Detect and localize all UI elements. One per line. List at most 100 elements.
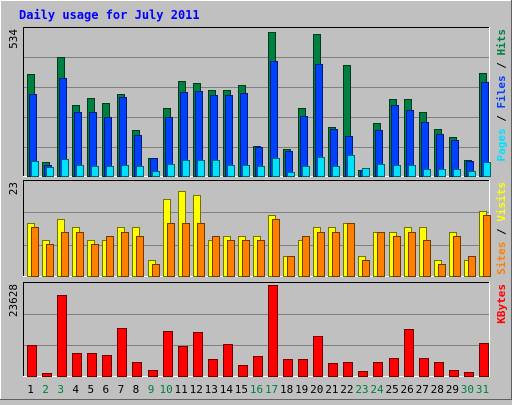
- sites-bar: [408, 232, 416, 277]
- sites-bar: [393, 236, 401, 277]
- sites-bar: [483, 215, 491, 277]
- sites-bar: [347, 223, 355, 277]
- day-label: 13: [205, 383, 218, 396]
- kbytes-bar: [208, 359, 218, 377]
- pages-bar: [46, 167, 54, 177]
- kbytes-bar: [373, 362, 383, 377]
- pages-bar: [272, 158, 280, 177]
- pages-bar: [317, 157, 325, 177]
- files-bar: [119, 97, 127, 177]
- sites-bar: [152, 264, 160, 277]
- files-bar: [240, 93, 248, 177]
- pages-bar: [468, 171, 476, 177]
- series-legend: Pages / Files / Hits: [495, 29, 508, 162]
- day-label: 16: [250, 383, 263, 396]
- pages-bar: [347, 155, 355, 177]
- sites-bar: [438, 264, 446, 277]
- day-label: 30: [461, 383, 474, 396]
- day-label: 17: [265, 383, 278, 396]
- day-label: 23: [355, 383, 368, 396]
- kbytes-bar: [298, 359, 308, 377]
- pages-bar: [167, 164, 175, 177]
- pages-bar: [483, 162, 491, 177]
- legend-part-2: Files: [495, 75, 508, 108]
- kbytes-bar: [343, 362, 353, 377]
- kbytes-bar: [283, 359, 293, 377]
- series-legend: Sites / Visits: [495, 182, 508, 275]
- day-label: 5: [87, 383, 94, 396]
- day-label: 29: [446, 383, 459, 396]
- legend-part-1: /: [495, 109, 508, 129]
- y-max-label: 23: [7, 182, 20, 195]
- files-bar: [225, 95, 233, 177]
- sites-bar: [106, 236, 114, 277]
- day-label: 12: [190, 383, 203, 396]
- kbytes-bar: [328, 363, 338, 377]
- sites-bar: [287, 256, 295, 277]
- kbytes-bar: [238, 365, 248, 377]
- pages-bar: [423, 169, 431, 177]
- sites-bar: [167, 223, 175, 277]
- series-group-hits-files-pages: [27, 32, 491, 177]
- kbytes-bar: [434, 362, 444, 377]
- day-label: 14: [220, 383, 234, 396]
- sites-bar: [257, 240, 265, 277]
- kbytes-bar: [449, 370, 459, 377]
- day-label: 31: [476, 383, 489, 396]
- pages-bar: [242, 165, 250, 177]
- day-label: 7: [118, 383, 125, 396]
- legend-part-3: /: [495, 56, 508, 76]
- pages-bar: [152, 171, 160, 177]
- kbytes-bar: [102, 355, 112, 377]
- legend-part-0: KBytes: [495, 284, 508, 324]
- day-label: 6: [103, 383, 110, 396]
- kbytes-bar: [72, 353, 82, 377]
- day-label: 21: [325, 383, 338, 396]
- kbytes-bar: [117, 328, 127, 377]
- pages-bar: [121, 165, 129, 177]
- pages-bar: [362, 168, 370, 177]
- pages-bar: [302, 166, 310, 177]
- pages-bar: [197, 160, 205, 177]
- day-label: 20: [310, 383, 323, 396]
- sites-bar: [91, 244, 99, 277]
- legend-part-0: Sites: [495, 242, 508, 275]
- day-label: 26: [401, 383, 414, 396]
- kbytes-bar: [27, 345, 37, 377]
- pages-bar: [91, 166, 99, 177]
- day-label: 4: [72, 383, 79, 396]
- day-label: 9: [148, 383, 155, 396]
- kbytes-bar: [57, 295, 67, 377]
- legend-part-2: Visits: [495, 182, 508, 222]
- pages-bar: [227, 165, 235, 177]
- sites-bar: [332, 232, 340, 277]
- kbytes-bar: [389, 358, 399, 377]
- kbytes-bar: [479, 343, 489, 377]
- sites-bar: [468, 256, 476, 277]
- kbytes-bar: [268, 285, 278, 377]
- pages-bar: [106, 166, 114, 177]
- day-label: 1: [27, 383, 34, 396]
- kbytes-bar: [223, 344, 233, 377]
- pages-bar: [408, 165, 416, 177]
- pages-bar: [453, 169, 461, 177]
- day-label: 11: [175, 383, 188, 396]
- kbytes-bar: [178, 346, 188, 377]
- sites-bar: [242, 240, 250, 277]
- series-group-kbytes: [27, 285, 489, 377]
- sites-bar: [317, 232, 325, 277]
- legend-part-1: /: [495, 222, 508, 242]
- sites-bar: [423, 240, 431, 277]
- day-label: 19: [295, 383, 308, 396]
- legend-part-4: Hits: [495, 29, 508, 56]
- kbytes-bar: [148, 370, 158, 377]
- chart-title: Daily usage for July 2011: [19, 8, 200, 22]
- kbytes-bar: [313, 336, 323, 377]
- kbytes-bar: [358, 371, 368, 377]
- kbytes-bar: [464, 372, 474, 377]
- sites-bar: [121, 232, 129, 277]
- day-label: 2: [42, 383, 49, 396]
- pages-bar: [182, 160, 190, 177]
- sites-bar: [377, 232, 385, 277]
